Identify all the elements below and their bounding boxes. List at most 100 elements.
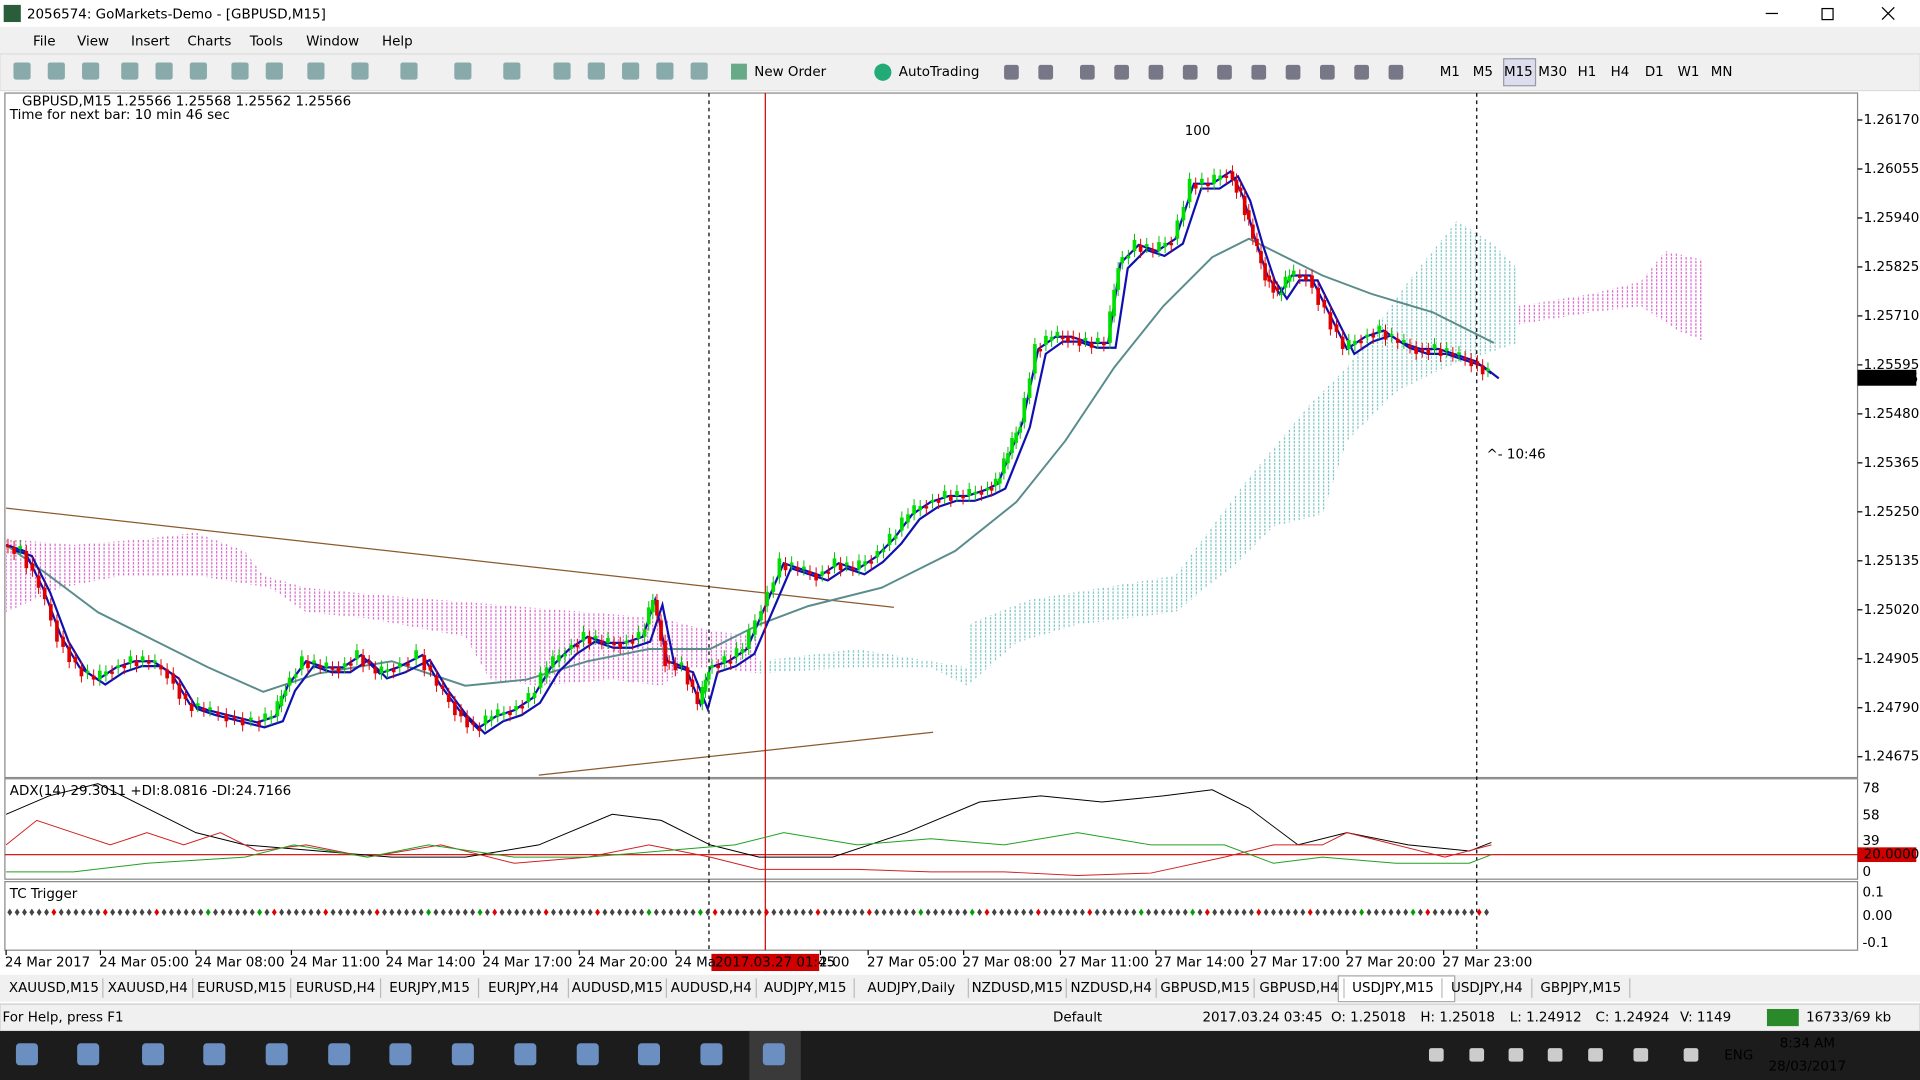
chart-tab[interactable]: EURJPY,M15 [389,981,470,996]
toolbar-icon[interactable] [1285,64,1301,80]
tray-icon[interactable] [1683,1048,1699,1062]
toolbar-icon[interactable] [1182,64,1198,80]
taskbar-icon[interactable] [514,1043,537,1066]
toolbar-icon[interactable] [231,62,249,80]
candle [979,491,984,495]
taskbar-icon[interactable] [389,1043,412,1066]
candle [1475,361,1480,366]
timeframe-button[interactable]: M5 [1473,65,1493,80]
toolbar-icon[interactable] [189,62,207,80]
chart-tab[interactable]: NZDUSD,H4 [1071,981,1152,996]
chart-tab[interactable]: USDJPY,H4 [1451,981,1523,996]
tray-icon[interactable] [1508,1048,1524,1062]
timeframe-button[interactable]: M15 [1504,65,1533,80]
toolbar-icon[interactable] [503,62,521,80]
toolbar-icon[interactable] [1354,64,1369,80]
toolbar-icon[interactable] [265,62,283,80]
timeframe-button[interactable]: H4 [1611,65,1630,80]
active-timeframe[interactable] [1503,58,1537,87]
timeframe-button[interactable]: M30 [1538,65,1567,80]
toolbar-icon[interactable] [656,62,674,80]
toolbar-icon[interactable] [1038,64,1054,80]
autotrading-button[interactable]: AutoTrading [899,65,980,80]
menu-item[interactable]: Insert [131,35,170,50]
tc-signal [279,908,285,916]
toolbar-icon[interactable] [874,63,892,81]
window-title: 2056574: GoMarkets-Demo - [GBPUSD,M15] [27,8,326,23]
tray-icon[interactable] [1547,1048,1563,1062]
toolbar-icon[interactable] [622,62,640,80]
taskbar-icon[interactable] [576,1043,599,1066]
taskbar-icon[interactable] [142,1043,165,1066]
taskbar-icon[interactable] [700,1043,723,1066]
chart-tab[interactable]: AUDUSD,M15 [572,981,663,996]
chart-tab[interactable]: XAUUSD,H4 [108,981,188,996]
chart-tab[interactable]: GBPUSD,M15 [1160,981,1250,996]
toolbar-icon[interactable] [400,62,418,80]
taskbar-icon[interactable] [762,1043,785,1066]
chart-tab[interactable]: XAUUSD,M15 [9,981,99,996]
menu-item[interactable]: File [33,35,56,50]
toolbar-icon[interactable] [1251,64,1267,80]
menu-item[interactable]: View [77,35,109,50]
taskbar-icon[interactable] [328,1043,351,1066]
tray-icon[interactable] [1469,1048,1485,1062]
toolbar-icon[interactable] [1114,64,1129,80]
toolbar-icon[interactable] [307,62,325,80]
toolbar-icon[interactable] [1080,64,1095,80]
new-order-button[interactable]: New Order [754,65,826,80]
toolbar-icon[interactable] [351,62,369,80]
taskbar-icon[interactable] [15,1043,38,1066]
chart-tab[interactable]: AUDUSD,H4 [671,981,752,996]
taskbar-icon[interactable] [77,1043,100,1066]
toolbar-icon[interactable] [121,62,139,80]
chart-tab[interactable]: EURUSD,H4 [296,981,375,996]
chart-tab[interactable]: EURUSD,M15 [197,981,286,996]
toolbar-icon[interactable] [587,62,605,80]
toolbar-icon[interactable] [1217,64,1232,80]
toolbar-icon[interactable] [690,62,708,80]
candle [881,549,886,553]
timeframe-button[interactable]: W1 [1678,65,1700,80]
tray-icon[interactable] [1633,1048,1649,1062]
toolbar-icon[interactable] [454,62,472,80]
timeframe-button[interactable]: M1 [1440,65,1460,80]
toolbar-icon[interactable] [82,62,100,80]
chart-tab[interactable]: GBPUSD,H4 [1259,981,1338,996]
timeframe-button[interactable]: MN [1711,65,1733,80]
taskbar-icon[interactable] [451,1043,474,1066]
window-controls[interactable] [1765,6,1895,21]
candle [722,656,727,664]
toolbar-icon[interactable] [13,62,31,80]
toolbar-icon[interactable] [1320,64,1335,80]
toolbar-icon[interactable] [155,62,173,80]
tray-icon[interactable] [1588,1048,1603,1062]
candle [1049,336,1054,341]
toolbar-icon[interactable] [1148,64,1164,80]
menu-item[interactable]: Tools [249,35,283,50]
menu-item[interactable]: Window [306,35,359,50]
menu-item[interactable]: Charts [187,35,231,50]
timeframe-button[interactable]: H1 [1578,65,1597,80]
toolbar-icon[interactable] [1004,64,1019,80]
chart-tab[interactable]: USDJPY,M15 [1352,981,1434,996]
tc-signal [742,908,747,916]
chart-tab[interactable]: AUDJPY,M15 [764,981,846,996]
tray-icon[interactable] [1428,1048,1444,1062]
candle [869,561,874,564]
chart-tab[interactable]: AUDJPY,Daily [867,981,955,996]
active-tab[interactable] [1337,975,1456,1003]
toolbar-icon[interactable] [553,62,571,80]
taskbar-icon[interactable] [265,1043,288,1066]
chart-tab[interactable]: EURJPY,H4 [488,981,559,996]
candle [1251,224,1255,239]
toolbar-icon[interactable] [47,62,65,80]
chart-tab[interactable]: NZDUSD,M15 [972,981,1063,996]
chart-tab[interactable]: GBPJPY,M15 [1540,981,1621,996]
toolbar-icon[interactable] [731,63,747,80]
taskbar-icon[interactable] [637,1043,660,1066]
menu-item[interactable]: Help [382,35,413,50]
toolbar-icon[interactable] [1388,64,1404,80]
taskbar-icon[interactable] [203,1043,226,1066]
timeframe-button[interactable]: D1 [1645,65,1664,80]
